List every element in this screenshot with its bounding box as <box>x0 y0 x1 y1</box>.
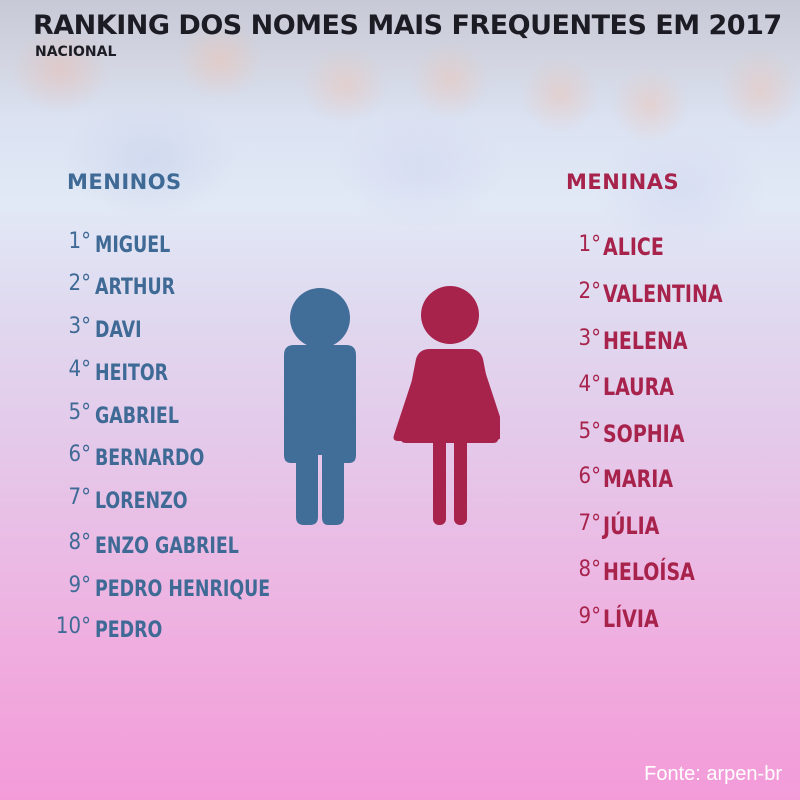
name-label: HEITOR <box>95 361 169 386</box>
boys-heading: MENINOS <box>67 170 182 194</box>
rank-label: 9° <box>68 573 91 598</box>
rank-label: 3° <box>578 326 601 351</box>
rank-label: 7° <box>68 485 91 510</box>
name-label: VALENTINA <box>603 280 723 308</box>
source-credit: Fonte: arpen-br <box>644 763 782 785</box>
rank-label: 4° <box>68 357 91 382</box>
page-subtitle: NACIONAL <box>35 44 117 60</box>
name-label: SOPHIA <box>603 420 685 448</box>
name-label: PEDRO HENRIQUE <box>95 577 271 602</box>
name-label: ALICE <box>603 233 664 261</box>
name-label: LÍVIA <box>603 605 659 633</box>
rank-label: 4° <box>578 372 601 397</box>
name-label: JÚLIA <box>603 512 660 540</box>
name-label: LORENZO <box>95 489 188 514</box>
page-title: RANKING DOS NOMES MAIS FREQUENTES EM 201… <box>33 10 782 41</box>
gender-figures <box>284 286 500 525</box>
rank-label: 6° <box>578 464 601 489</box>
name-label: HELENA <box>603 327 688 355</box>
name-label: BERNARDO <box>95 446 205 471</box>
name-label: PEDRO <box>95 618 163 643</box>
rank-label: 5° <box>68 400 91 425</box>
rank-label: 3° <box>68 314 91 339</box>
name-label: ARTHUR <box>95 275 176 300</box>
name-label: HELOÍSA <box>603 558 695 586</box>
rank-label: 2° <box>68 271 91 296</box>
rank-label: 5° <box>578 419 601 444</box>
name-label: DAVI <box>95 318 142 343</box>
name-label: ENZO GABRIEL <box>95 534 239 559</box>
name-label: MIGUEL <box>95 233 171 258</box>
name-label: GABRIEL <box>95 404 179 429</box>
rank-label: 2° <box>578 279 601 304</box>
rank-label: 1° <box>68 229 91 254</box>
female-figure-icon <box>393 286 500 525</box>
name-label: MARIA <box>603 465 674 493</box>
rank-label: 8° <box>68 530 91 555</box>
male-figure-icon <box>284 288 356 525</box>
rank-label: 9° <box>578 604 601 629</box>
rank-label: 6° <box>68 442 91 467</box>
rank-label: 1° <box>578 232 601 257</box>
rank-label: 7° <box>578 511 601 536</box>
rank-label: 8° <box>578 557 601 582</box>
babies-background-photo <box>0 0 800 260</box>
name-label: LAURA <box>603 373 674 401</box>
girls-heading: MENINAS <box>566 170 680 194</box>
rank-label: 10° <box>55 614 91 639</box>
